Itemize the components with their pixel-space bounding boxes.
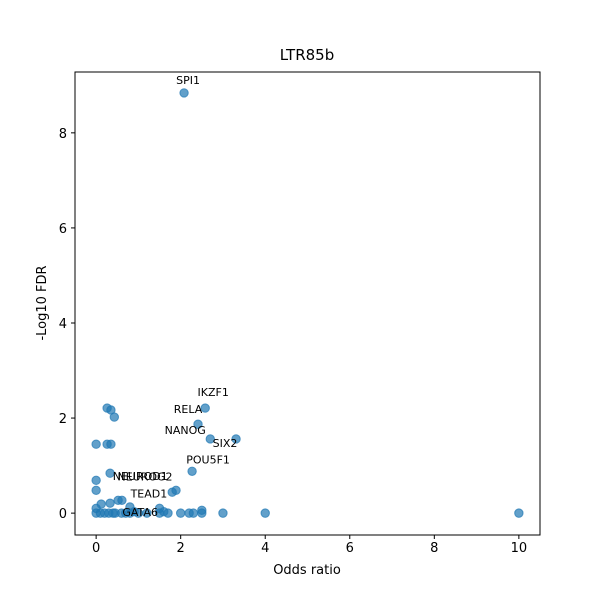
y-tick-label: 0	[59, 507, 67, 522]
point	[106, 439, 116, 449]
point	[129, 507, 139, 517]
y-axis-label: -Log10 FDR	[35, 265, 50, 340]
point-label: RELA	[174, 403, 203, 416]
point	[175, 508, 186, 518]
point	[218, 508, 228, 518]
chart-title: LTR85b	[280, 46, 335, 64]
point	[142, 508, 152, 518]
point	[193, 419, 203, 429]
point-label: SIX2	[213, 437, 238, 450]
x-tick-label: 8	[430, 541, 438, 556]
y-tick-label: 8	[59, 127, 67, 142]
x-tick-label: 0	[92, 541, 100, 556]
plot-frame	[74, 71, 541, 536]
point	[91, 485, 101, 496]
y-tick-label: 4	[59, 317, 67, 332]
x-tick-label: 6	[346, 541, 354, 556]
point	[200, 403, 210, 413]
point	[109, 412, 120, 422]
point-label: POU5F1	[186, 453, 230, 466]
point	[188, 508, 199, 518]
x-tick-label: 4	[261, 541, 269, 556]
point-label: IKZF1	[198, 386, 229, 399]
point	[108, 508, 118, 518]
x-tick-label: 10	[511, 541, 528, 556]
point	[205, 434, 215, 444]
point	[91, 439, 101, 449]
point	[105, 468, 115, 478]
point	[167, 487, 177, 497]
point-label: NEUROG2	[118, 470, 173, 483]
point-label: GATA6	[122, 506, 158, 519]
point	[105, 498, 115, 508]
point	[187, 466, 197, 477]
point	[159, 507, 169, 517]
point	[197, 508, 207, 518]
point	[91, 475, 101, 486]
point-label: TEAD1	[130, 487, 168, 500]
y-tick-label: 2	[59, 412, 67, 427]
point-label: SPI1	[176, 74, 200, 87]
point	[260, 508, 270, 518]
point	[113, 495, 123, 505]
y-tick-label: 6	[59, 222, 67, 237]
point	[514, 508, 524, 518]
point-label: NEUROD1	[113, 470, 168, 483]
point	[231, 434, 241, 444]
x-axis-label: Odds ratio	[273, 563, 341, 578]
point-label: NANOG	[165, 424, 206, 437]
x-tick-label: 2	[177, 541, 185, 556]
point	[179, 88, 189, 98]
